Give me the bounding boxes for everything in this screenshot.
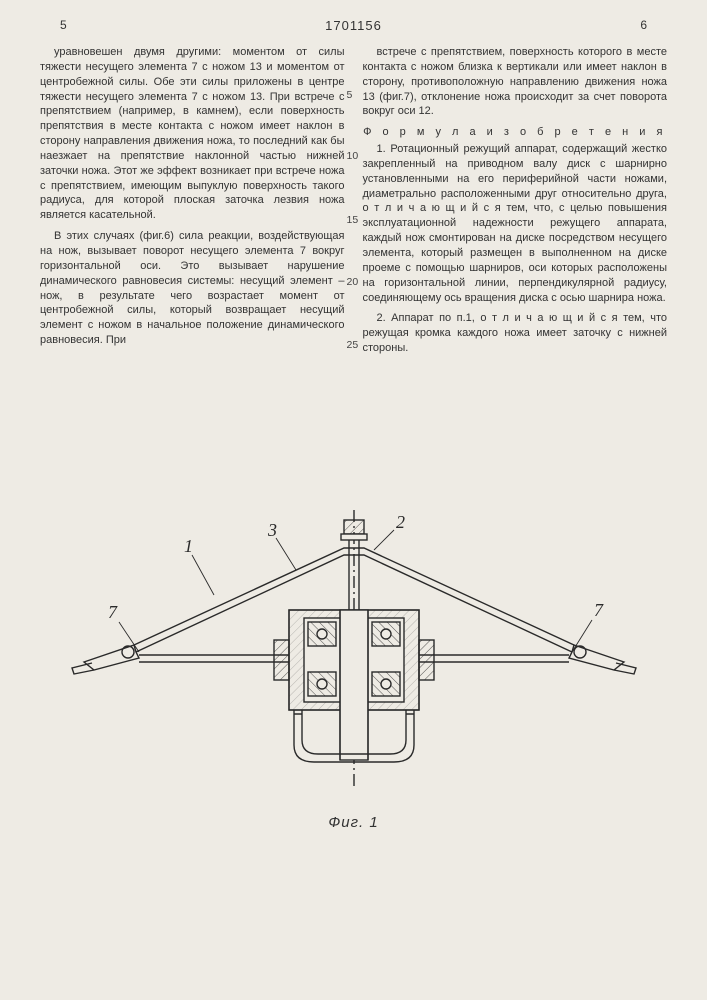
left-para-1: уравновешен двумя другими: моментом от с…: [40, 45, 345, 223]
fig-label-3: 3: [267, 520, 277, 540]
right-para-1: встрече с препятствием, поверхность кото…: [363, 45, 668, 119]
lineno-5: 5: [347, 90, 353, 101]
patent-number: 1701156: [325, 18, 382, 33]
figure-caption: Фиг. 1: [0, 814, 707, 831]
figure-1-svg: 1 3 2 7 7: [44, 500, 664, 810]
right-para-3: 2. Аппарат по п.1, о т л и ч а ю щ и й с…: [363, 311, 668, 356]
lineno-25: 25: [347, 340, 359, 351]
figure-area: 1 3 2 7 7 Фиг. 1: [0, 500, 707, 900]
fig-label-2: 2: [396, 512, 405, 532]
lineno-20: 20: [347, 277, 359, 288]
fig-label-7l: 7: [108, 602, 118, 622]
page-header: 5 1701156 6: [0, 0, 707, 41]
left-column: уравновешен двумя другими: моментом от с…: [40, 45, 349, 362]
lineno-10: 10: [347, 151, 359, 162]
right-para-2: 1. Ротационный режущий аппарат, содержащ…: [363, 142, 668, 305]
left-para-2: В этих случаях (фиг.6) сила реакции, воз…: [40, 229, 345, 348]
lineno-15: 15: [347, 215, 359, 226]
text-columns: уравновешен двумя другими: моментом от с…: [0, 41, 707, 362]
fig-label-7r: 7: [594, 600, 604, 620]
formula-title: Ф о р м у л а и з о б р е т е н и я: [363, 125, 668, 140]
fig-label-1: 1: [184, 536, 193, 556]
page-num-left: 5: [60, 18, 67, 33]
page-num-right: 6: [640, 18, 647, 33]
right-column: 5 10 15 20 25 встрече с препятствием, по…: [359, 45, 668, 362]
